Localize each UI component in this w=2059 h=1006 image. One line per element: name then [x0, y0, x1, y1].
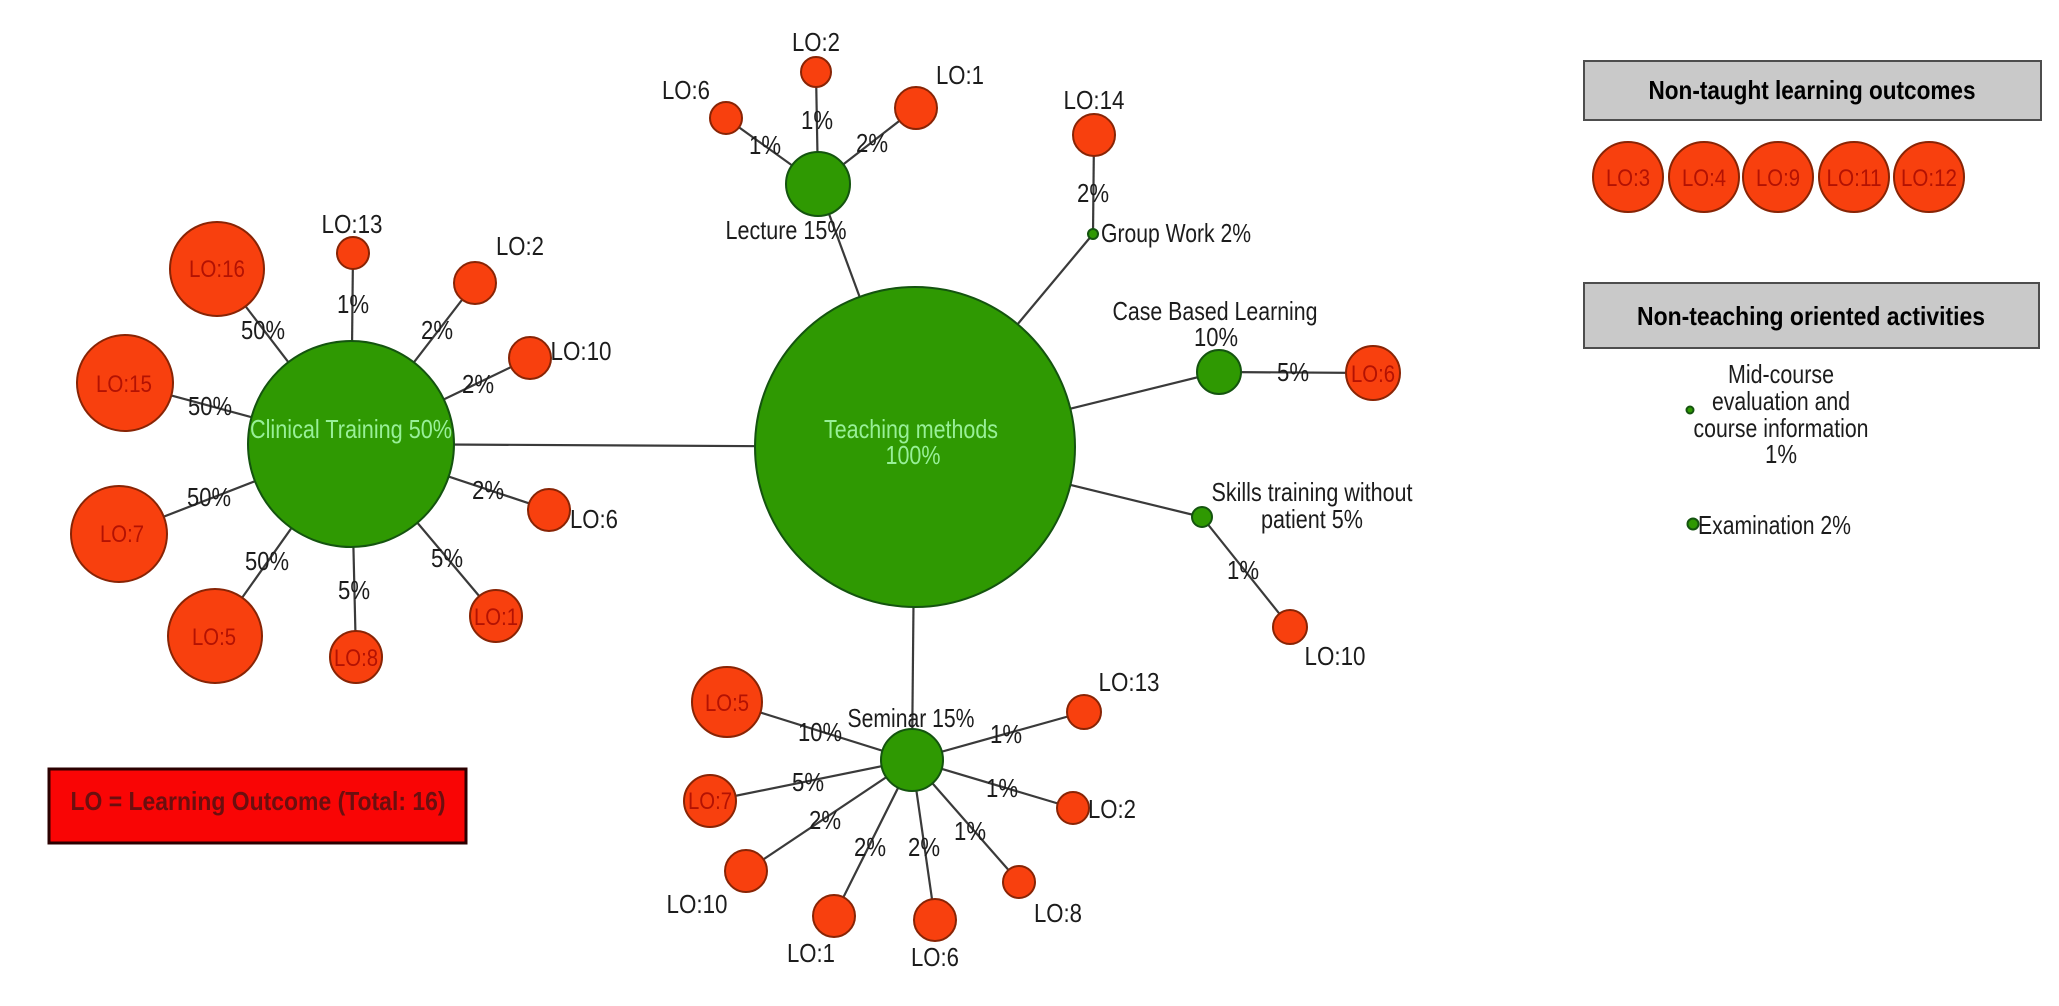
svg-text:5%: 5%: [792, 767, 824, 797]
svg-text:2%: 2%: [462, 369, 494, 399]
svg-text:Clinical Training 50%: Clinical Training 50%: [250, 414, 452, 444]
svg-text:5%: 5%: [431, 543, 463, 573]
svg-text:LO:4: LO:4: [1682, 165, 1726, 192]
svg-text:Non-taught learning outcomes: Non-taught learning outcomes: [1649, 75, 1976, 105]
svg-text:1%: 1%: [337, 289, 369, 319]
svg-text:1%: 1%: [801, 105, 833, 135]
svg-text:LO:2: LO:2: [1088, 794, 1136, 824]
svg-text:LO:2: LO:2: [792, 27, 840, 57]
svg-text:2%: 2%: [1077, 178, 1109, 208]
svg-text:2%: 2%: [908, 832, 940, 862]
svg-text:1%: 1%: [1227, 555, 1259, 585]
svg-text:LO:3: LO:3: [1606, 165, 1650, 192]
svg-text:LO:7: LO:7: [100, 521, 144, 548]
svg-text:2%: 2%: [421, 315, 453, 345]
svg-text:Non-teaching oriented activiti: Non-teaching oriented activities: [1637, 301, 1985, 331]
svg-text:evaluation and: evaluation and: [1712, 386, 1850, 416]
svg-text:LO:5: LO:5: [192, 624, 236, 651]
svg-text:LO:13: LO:13: [1099, 667, 1160, 697]
svg-text:1%: 1%: [954, 816, 986, 846]
svg-text:1%: 1%: [990, 719, 1022, 749]
svg-text:LO:6: LO:6: [1351, 361, 1395, 388]
svg-text:LO:7: LO:7: [688, 788, 732, 815]
svg-text:LO:10: LO:10: [667, 889, 728, 919]
svg-text:LO:1: LO:1: [787, 938, 835, 968]
svg-text:LO:8: LO:8: [1034, 898, 1082, 928]
svg-text:LO:2: LO:2: [496, 231, 544, 261]
svg-text:50%: 50%: [245, 546, 289, 576]
svg-text:5%: 5%: [1277, 357, 1309, 387]
svg-text:Examination 2%: Examination 2%: [1698, 510, 1851, 540]
svg-text:LO:13: LO:13: [322, 209, 383, 239]
svg-text:LO:1: LO:1: [936, 60, 984, 90]
svg-text:1%: 1%: [1765, 439, 1797, 469]
svg-text:Seminar 15%: Seminar 15%: [848, 703, 975, 733]
svg-text:LO:11: LO:11: [1827, 165, 1882, 192]
svg-text:LO:1: LO:1: [474, 604, 518, 631]
svg-text:LO:5: LO:5: [705, 690, 749, 717]
svg-text:LO:6: LO:6: [911, 942, 959, 972]
svg-text:50%: 50%: [188, 391, 232, 421]
svg-text:10%: 10%: [798, 717, 842, 747]
svg-text:100%: 100%: [886, 440, 941, 470]
svg-text:Skills training without: Skills training without: [1212, 477, 1414, 507]
svg-text:LO = Learning Outcome (Total:: LO = Learning Outcome (Total: 16): [71, 786, 446, 816]
svg-text:LO:6: LO:6: [662, 75, 710, 105]
svg-text:course information: course information: [1694, 413, 1869, 443]
svg-text:LO:6: LO:6: [570, 504, 618, 534]
svg-text:50%: 50%: [241, 315, 285, 345]
svg-text:50%: 50%: [187, 482, 231, 512]
svg-text:patient 5%: patient 5%: [1261, 504, 1363, 534]
svg-text:Lecture 15%: Lecture 15%: [726, 215, 847, 245]
svg-text:1%: 1%: [749, 130, 781, 160]
svg-text:10%: 10%: [1194, 322, 1238, 352]
svg-text:LO:14: LO:14: [1064, 85, 1125, 115]
svg-text:2%: 2%: [854, 832, 886, 862]
svg-text:Mid-course: Mid-course: [1728, 359, 1834, 389]
svg-text:5%: 5%: [338, 575, 370, 605]
svg-text:Group Work 2%: Group Work 2%: [1101, 218, 1251, 248]
svg-text:LO:9: LO:9: [1756, 165, 1800, 192]
svg-text:LO:12: LO:12: [1901, 165, 1957, 192]
svg-text:LO:15: LO:15: [96, 371, 152, 398]
svg-text:1%: 1%: [986, 773, 1018, 803]
svg-text:LO:10: LO:10: [551, 336, 612, 366]
svg-text:Teaching methods: Teaching methods: [824, 414, 998, 444]
svg-text:2%: 2%: [809, 805, 841, 835]
svg-text:LO:10: LO:10: [1305, 641, 1366, 671]
svg-text:2%: 2%: [856, 128, 888, 158]
svg-text:2%: 2%: [472, 475, 504, 505]
svg-text:LO:16: LO:16: [189, 256, 245, 283]
svg-text:Case Based Learning: Case Based Learning: [1113, 296, 1318, 326]
svg-text:LO:8: LO:8: [334, 645, 378, 672]
